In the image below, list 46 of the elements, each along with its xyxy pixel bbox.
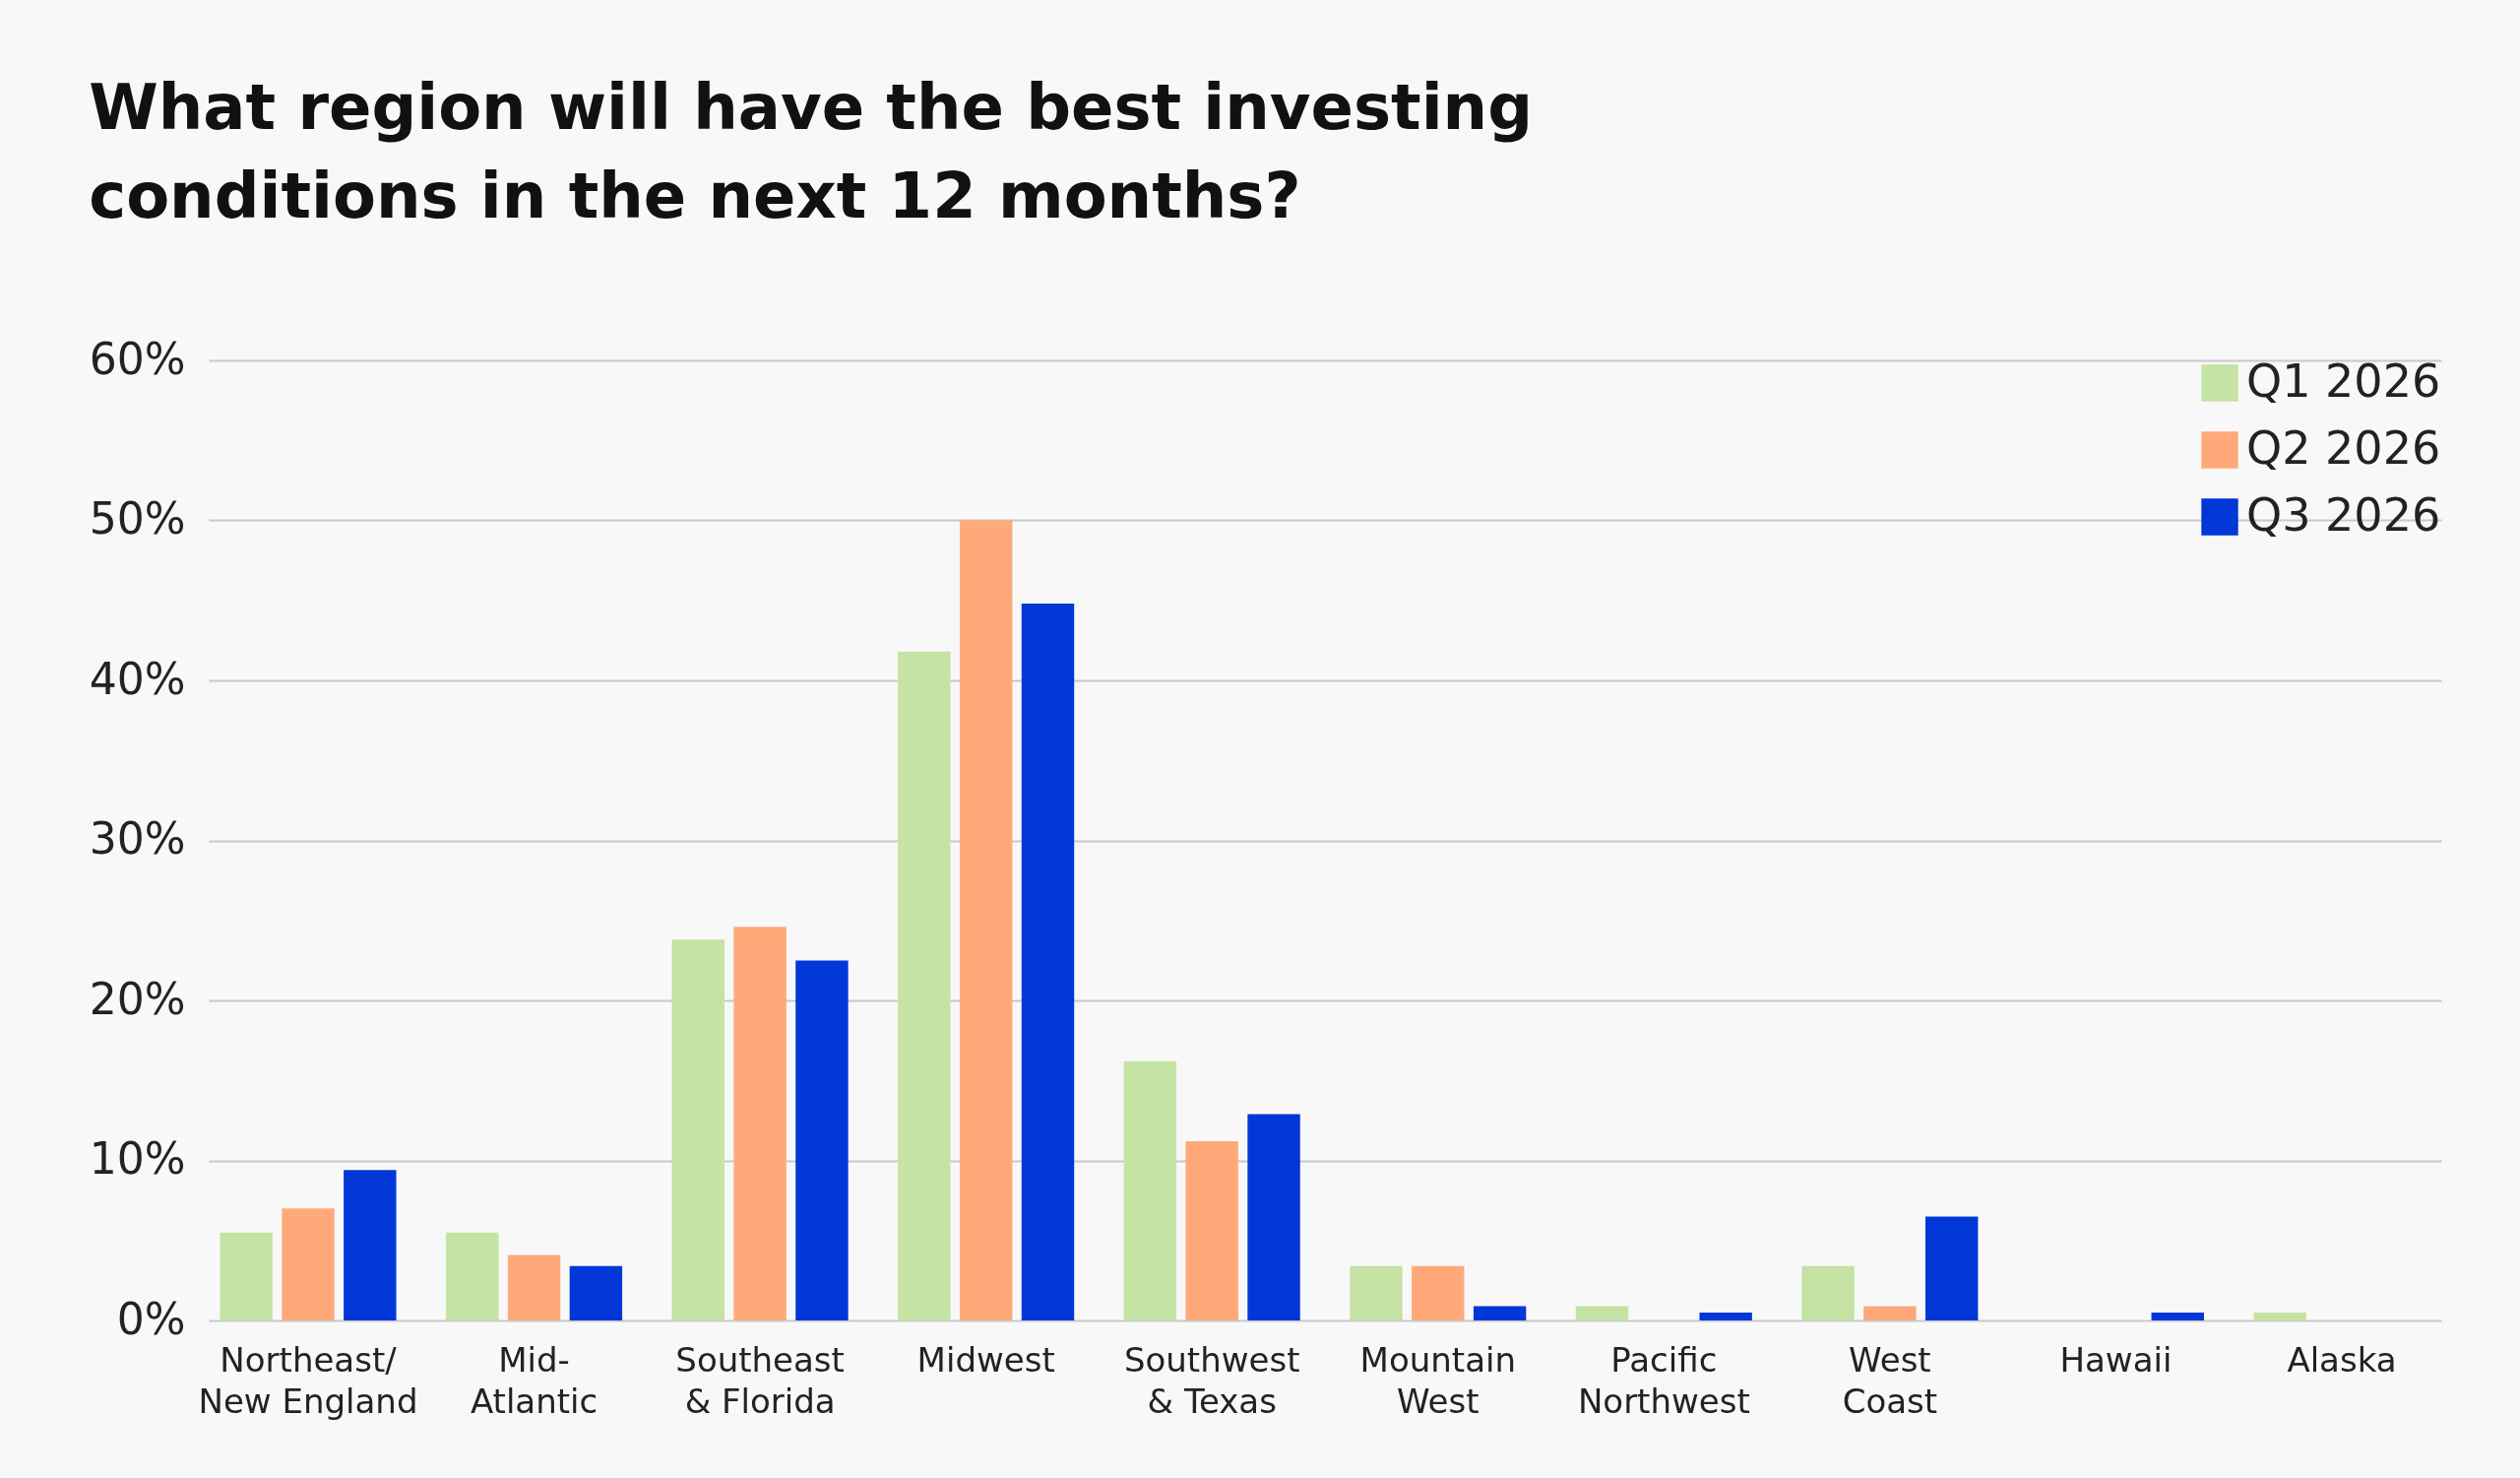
x-tick-label: Mid- Atlantic bbox=[470, 1339, 598, 1421]
x-tick-label: Northeast/ New England bbox=[198, 1339, 418, 1421]
chart-title: What region will have the best investing conditions in the next 12 months? bbox=[89, 71, 1533, 232]
legend-label: Q1 2026 bbox=[2246, 354, 2441, 408]
bar bbox=[2151, 1312, 2204, 1320]
bar bbox=[282, 1208, 335, 1320]
bar bbox=[671, 939, 724, 1320]
bar bbox=[733, 927, 787, 1320]
bar bbox=[1925, 1216, 1979, 1320]
bar bbox=[898, 651, 951, 1320]
legend-label: Q2 2026 bbox=[2246, 421, 2441, 475]
x-tick-label: Midwest bbox=[916, 1339, 1055, 1380]
bar bbox=[1801, 1265, 1855, 1320]
y-tick-label: 10% bbox=[89, 1133, 186, 1184]
bar bbox=[569, 1265, 623, 1320]
x-tick-label: Pacific Northwest bbox=[1577, 1339, 1750, 1421]
bar bbox=[1247, 1114, 1300, 1320]
x-tick-label: West Coast bbox=[1842, 1339, 1938, 1421]
x-tick-label: Hawaii bbox=[2059, 1339, 2173, 1380]
bar bbox=[959, 520, 1013, 1320]
bar bbox=[1699, 1312, 1752, 1320]
bar bbox=[1350, 1265, 1403, 1320]
bar bbox=[1185, 1141, 1238, 1320]
x-tick-label: Southeast & Florida bbox=[675, 1339, 845, 1421]
bar bbox=[1021, 604, 1075, 1320]
y-tick-label: 30% bbox=[89, 813, 186, 864]
bar bbox=[344, 1170, 397, 1320]
bar bbox=[1863, 1306, 1917, 1320]
bar bbox=[1575, 1306, 1629, 1320]
bar bbox=[220, 1232, 273, 1320]
bar bbox=[1412, 1265, 1465, 1320]
x-tick-label: Southwest & Texas bbox=[1123, 1339, 1300, 1421]
x-tick-label: Mountain West bbox=[1359, 1339, 1516, 1421]
bar bbox=[795, 960, 849, 1320]
bar bbox=[507, 1254, 561, 1320]
legend-label: Q3 2026 bbox=[2246, 488, 2441, 542]
y-tick-label: 50% bbox=[89, 493, 186, 544]
y-tick-label: 20% bbox=[89, 973, 186, 1024]
y-tick-label: 40% bbox=[89, 653, 186, 704]
bar bbox=[1123, 1060, 1177, 1320]
y-tick-label: 60% bbox=[89, 333, 186, 384]
y-tick-label: 0% bbox=[116, 1293, 186, 1344]
bar bbox=[1473, 1306, 1527, 1320]
bar bbox=[2253, 1312, 2306, 1320]
bar bbox=[446, 1232, 499, 1320]
x-tick-label: Alaska bbox=[2287, 1339, 2397, 1380]
